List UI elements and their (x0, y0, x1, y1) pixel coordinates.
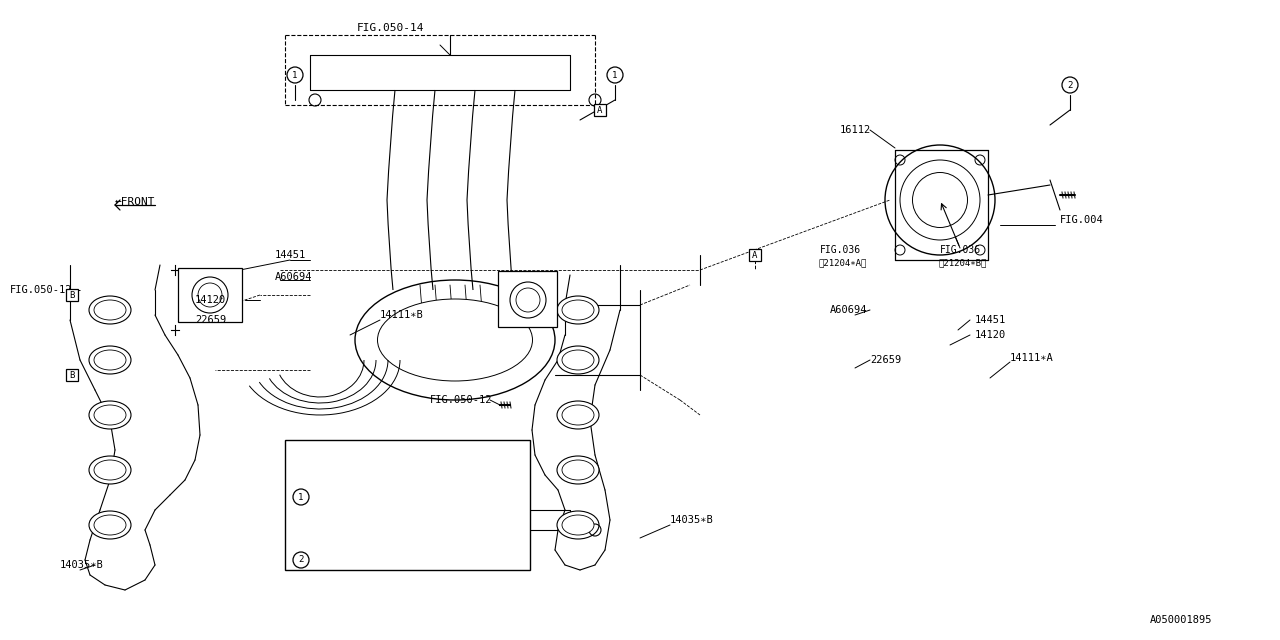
Circle shape (607, 67, 623, 83)
Ellipse shape (93, 405, 125, 425)
Text: FIG.050-12: FIG.050-12 (10, 285, 73, 295)
Text: A60694: A60694 (829, 305, 868, 315)
Text: A050001895: A050001895 (1149, 615, 1212, 625)
Text: 14111∗B: 14111∗B (380, 310, 424, 320)
Circle shape (1062, 77, 1078, 93)
Ellipse shape (93, 300, 125, 320)
Ellipse shape (562, 405, 594, 425)
Ellipse shape (90, 401, 131, 429)
Ellipse shape (562, 350, 594, 370)
Text: B: B (69, 291, 74, 300)
Circle shape (287, 67, 303, 83)
Ellipse shape (562, 460, 594, 480)
Bar (67, 289, 78, 301)
Bar (594, 104, 605, 116)
Text: FIG.004: FIG.004 (1060, 215, 1103, 225)
Text: 14111∗A: 14111∗A (1010, 353, 1053, 363)
Text: 1: 1 (298, 493, 303, 502)
Text: 14035∗B: 14035∗B (60, 560, 104, 570)
Ellipse shape (913, 173, 968, 227)
Ellipse shape (93, 350, 125, 370)
Ellipse shape (557, 511, 599, 539)
Text: A60694: A60694 (275, 272, 312, 282)
Ellipse shape (378, 299, 532, 381)
Bar (749, 249, 762, 261)
Text: 14120: 14120 (195, 295, 227, 305)
Text: 0104S∗F （-1203）: 0104S∗F （-1203） (323, 523, 417, 533)
Text: FIG.050-14: FIG.050-14 (356, 23, 424, 33)
Text: 16112: 16112 (840, 125, 872, 135)
Ellipse shape (557, 346, 599, 374)
Ellipse shape (355, 280, 556, 400)
Ellipse shape (562, 300, 594, 320)
Text: ㈒21204∗B〉: ㈒21204∗B〉 (938, 259, 987, 268)
Ellipse shape (90, 456, 131, 484)
FancyBboxPatch shape (178, 268, 242, 322)
Ellipse shape (884, 145, 995, 255)
Ellipse shape (93, 515, 125, 535)
Ellipse shape (93, 460, 125, 480)
Ellipse shape (90, 346, 131, 374)
Text: 22659: 22659 (195, 315, 227, 325)
Text: J20605 （1203-）: J20605 （1203-） (323, 493, 411, 503)
Ellipse shape (90, 296, 131, 324)
Text: 14451: 14451 (275, 250, 306, 260)
Ellipse shape (90, 511, 131, 539)
Text: 14451: 14451 (975, 315, 1006, 325)
Text: ←FRONT: ←FRONT (115, 197, 155, 207)
Bar (285, 440, 530, 570)
Text: 0104S∗E （-1203）: 0104S∗E （-1203） (323, 465, 417, 475)
Text: FIG.036: FIG.036 (940, 245, 982, 255)
Text: FIG.050-12: FIG.050-12 (430, 395, 493, 405)
Circle shape (293, 489, 308, 505)
Ellipse shape (557, 401, 599, 429)
Text: 14120: 14120 (975, 330, 1006, 340)
Text: B: B (69, 371, 74, 380)
Ellipse shape (557, 296, 599, 324)
Text: FIG.036: FIG.036 (820, 245, 861, 255)
Text: 2: 2 (1068, 81, 1073, 90)
Text: 22659: 22659 (870, 355, 901, 365)
Text: J20606 （1203-）: J20606 （1203-） (323, 553, 411, 563)
Text: 2: 2 (298, 556, 303, 564)
FancyBboxPatch shape (498, 271, 557, 327)
Text: A: A (598, 106, 603, 115)
Ellipse shape (557, 456, 599, 484)
Bar (67, 369, 78, 381)
Text: ㈒21204∗A〉: ㈒21204∗A〉 (818, 259, 867, 268)
Ellipse shape (562, 515, 594, 535)
Text: 1: 1 (292, 70, 298, 79)
Circle shape (293, 552, 308, 568)
Text: 14035∗B: 14035∗B (669, 515, 714, 525)
Ellipse shape (900, 160, 980, 240)
Text: A: A (753, 250, 758, 259)
Text: 1: 1 (612, 70, 618, 79)
